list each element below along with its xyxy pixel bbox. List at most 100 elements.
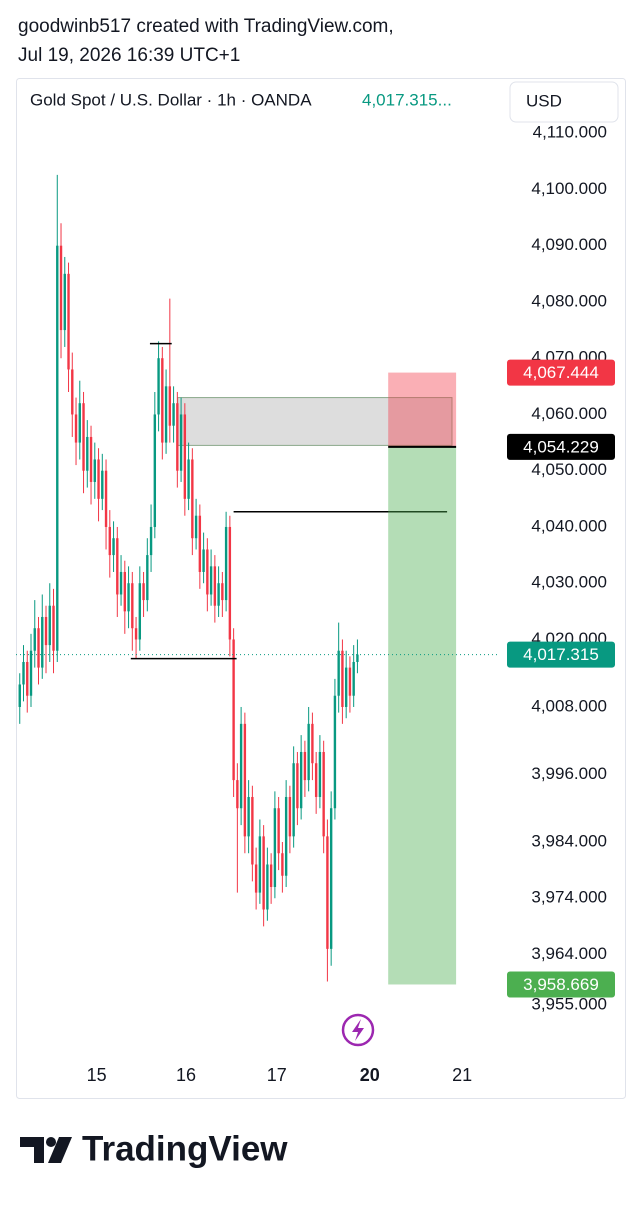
candle-body: [194, 515, 198, 539]
candle-body: [296, 763, 299, 809]
brand-name: TradingView: [82, 1129, 288, 1168]
lightning-icon[interactable]: [341, 1013, 375, 1047]
candle-body: [228, 526, 232, 640]
y-tick-label: 4,090.000: [531, 235, 607, 254]
candle-body: [344, 667, 348, 707]
candle-body: [239, 723, 243, 809]
candle-body: [221, 583, 224, 601]
y-tick-label: 3,964.000: [531, 944, 607, 963]
y-tick-label: 4,080.000: [531, 291, 607, 310]
price-label-bg: [507, 641, 615, 668]
candle-body: [104, 470, 108, 527]
y-tick-label: 4,110.000: [533, 123, 607, 142]
candle-body: [146, 555, 149, 601]
candle-body: [284, 796, 288, 876]
x-tick-label: 17: [267, 1065, 287, 1085]
candle-body: [74, 414, 78, 443]
price-label-bg: [507, 359, 615, 386]
candle-body: [356, 654, 359, 662]
candle-body: [202, 549, 205, 572]
price-label: 4,067.444: [523, 363, 599, 382]
zone: [177, 397, 453, 446]
candle-body: [254, 864, 258, 893]
candle-body: [251, 796, 254, 865]
candle-body: [59, 245, 63, 331]
candle-body: [164, 386, 168, 443]
y-tick-label: 4,040.000: [531, 516, 607, 535]
candle-body: [82, 403, 85, 471]
candle-body: [123, 571, 127, 612]
x-tick-label: 20: [360, 1065, 380, 1085]
candle-body: [78, 403, 81, 443]
candle-body: [277, 808, 280, 854]
candle-body: [318, 751, 322, 797]
price-label-bg: [507, 433, 615, 460]
candle-body: [273, 808, 277, 887]
y-tick-label: 3,996.000: [531, 764, 607, 783]
candle-body: [63, 273, 66, 331]
x-tick-label: 15: [87, 1065, 107, 1085]
candle-body: [303, 751, 307, 781]
currency[interactable]: USD: [526, 91, 562, 110]
candle-body: [108, 526, 111, 556]
candle-body: [37, 628, 40, 668]
candle-body: [127, 583, 130, 612]
candle-body: [314, 763, 318, 797]
price-label: 3,958.669: [523, 975, 599, 994]
candle-body: [168, 386, 172, 426]
candle-body: [52, 605, 55, 651]
candle-body: [266, 864, 269, 910]
candle-body: [352, 661, 355, 696]
candle-body: [161, 358, 164, 443]
candle-body: [142, 583, 145, 601]
candle-body: [149, 526, 153, 556]
candle-body: [198, 515, 202, 572]
legend: Gold Spot / U.S. Dollar · 1h · OANDA: [30, 90, 312, 109]
candle-body: [232, 639, 235, 781]
chart-frame: [16, 78, 626, 1099]
candle-body: [269, 864, 273, 887]
brand-logo: [20, 1137, 72, 1163]
candle-body: [71, 369, 74, 415]
candle-body: [341, 650, 344, 707]
x-tick-label: 21: [452, 1065, 472, 1085]
price-label: 4,054.229: [523, 437, 599, 456]
candle-body: [18, 684, 21, 707]
candle-body: [258, 836, 262, 893]
candle-body: [337, 650, 340, 696]
candle-body: [56, 245, 59, 651]
candle-body: [44, 616, 48, 646]
candle-body: [326, 836, 329, 949]
candle-body: [183, 414, 187, 499]
candle-body: [172, 403, 175, 426]
candle-body: [187, 459, 190, 499]
y-tick-label: 4,100.000: [531, 179, 607, 198]
candle-body: [29, 650, 33, 696]
author-line: goodwinb517 created with TradingView.com…: [18, 16, 394, 37]
candle-body: [101, 470, 104, 499]
candle-body: [288, 796, 292, 837]
candle-body: [333, 695, 337, 809]
candle-body: [138, 583, 142, 640]
candle-body: [224, 526, 228, 601]
candle-body: [247, 796, 250, 837]
plot: 4,110.0004,100.0004,090.0004,080.0004,07…: [16, 123, 615, 1085]
candle-body: [97, 459, 100, 499]
y-tick-label: 4,030.000: [531, 573, 607, 592]
y-tick-label: 4,008.000: [531, 696, 607, 715]
y-tick-label: 4,060.000: [531, 404, 607, 423]
candle-body: [89, 436, 93, 482]
candle-body: [307, 723, 310, 781]
candle-body: [41, 616, 44, 668]
date-line: Jul 19, 2026 16:39 UTC+1: [18, 45, 240, 66]
candle-body: [179, 414, 183, 471]
candle-body: [67, 273, 70, 370]
candle-body: [322, 751, 325, 837]
candle-body: [281, 853, 284, 876]
candle-body: [48, 605, 51, 646]
y-tick-label: 3,984.000: [531, 831, 607, 850]
candle-body: [112, 538, 115, 556]
currency-button[interactable]: [509, 81, 619, 123]
